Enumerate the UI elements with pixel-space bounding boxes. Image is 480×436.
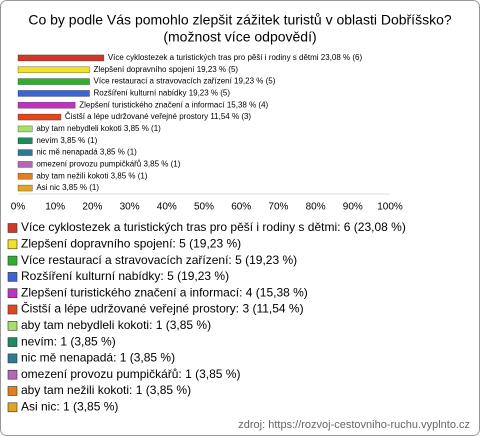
legend-label: Více cyklostezek a turistických tras pro… [21, 220, 406, 234]
legend-label: aby tam nebydleli kokoti: 1 (3,85 %) [21, 318, 211, 332]
legend-label: Rozšíření kulturní nabídky: 5 (19,23 %) [21, 269, 229, 283]
bar [17, 161, 33, 168]
x-tick-label: 0% [11, 202, 26, 213]
legend-swatch [7, 239, 18, 250]
bar [17, 149, 33, 156]
chart-subtitle: (možnost více odpovědí) [163, 29, 316, 45]
legend-label: Více restaurací a stravovacích zařízení:… [21, 253, 297, 267]
x-tick-label: 10% [45, 202, 65, 213]
bar-label: omezení provozu pumpičkářů 3,85 % (1) [36, 160, 180, 169]
x-tick-label: 60% [231, 202, 251, 213]
bar [17, 172, 33, 180]
x-tick-label: 70% [268, 202, 288, 213]
bar-label: Zlepšení dopravního spojení 19,23 % (5) [94, 65, 239, 74]
legend-swatch [7, 369, 18, 380]
bar [17, 66, 90, 74]
bar [17, 101, 76, 109]
legend-label: Zlepšení dopravního spojení: 5 (19,23 %) [21, 236, 241, 250]
legend-label: aby tam nežili kokoti: 1 (3,85 %) [21, 383, 191, 397]
bar-label: Více cyklostezek a turistických tras pro… [108, 53, 363, 62]
x-tick-label: 100% [377, 202, 403, 213]
x-tick-label: 30% [120, 202, 140, 213]
bar [17, 137, 33, 145]
bar [17, 125, 33, 133]
legend-swatch [7, 288, 18, 299]
legend-label: Asi nic: 1 (3,85 %) [21, 399, 118, 413]
bar-label: nevím 3,85 % (1) [36, 136, 97, 145]
bar [17, 54, 105, 62]
x-tick-label: 90% [343, 202, 363, 213]
legend-label: nic mě nenapadá: 1 (3,85 %) [21, 351, 175, 365]
legend-label: nevím: 1 (3,85 %) [21, 334, 116, 348]
legend-swatch [7, 386, 18, 396]
legend-swatch [7, 272, 18, 282]
x-tick-label: 40% [157, 202, 177, 213]
source: zdroj: https://rozvoj-cestovniho-ruchu.v… [238, 419, 470, 431]
bar [17, 78, 90, 85]
x-tick-label: 50% [194, 202, 214, 213]
legend-swatch [7, 320, 18, 331]
legend-label: Zlepšení turistického značení a informac… [21, 285, 308, 299]
bar-label: Asi nic 3,85 % (1) [36, 183, 99, 192]
legend-swatch [7, 337, 18, 347]
legend-swatch [7, 304, 18, 315]
legend-label: Čistší a lépe udržované veřejné prostory… [21, 301, 304, 316]
chart-title: Co by podle Vás pomohlo zlepšit zážitek … [28, 12, 452, 28]
legend-label: omezení provozu pumpičkářů: 1 (3,85 %) [21, 367, 240, 381]
legend-swatch [7, 353, 18, 364]
bar-label: nic mě nenapadá 3,85 % (1) [36, 148, 137, 157]
x-tick-label: 20% [82, 202, 102, 213]
bar [17, 113, 62, 121]
legend-swatch [7, 255, 18, 266]
bar-label: aby tam nežili kokoti 3,85 % (1) [36, 171, 147, 180]
bar-label: Čistší a lépe udržované veřejné prostory… [65, 112, 252, 121]
legend-swatch [7, 402, 18, 413]
bar-label: Více restaurací a stravovacích zařízení … [94, 77, 276, 86]
bar [17, 184, 33, 192]
bar-label: aby tam nebydleli kokoti 3,85 % (1) [36, 124, 161, 133]
bar-label: Zlepšení turistického značení a informac… [79, 100, 268, 109]
bar-label: Rozšíření kulturní nabídky 19,23 % (5) [94, 89, 231, 98]
legend-swatch [7, 223, 18, 233]
bar [17, 90, 90, 97]
x-tick-label: 80% [306, 202, 326, 213]
